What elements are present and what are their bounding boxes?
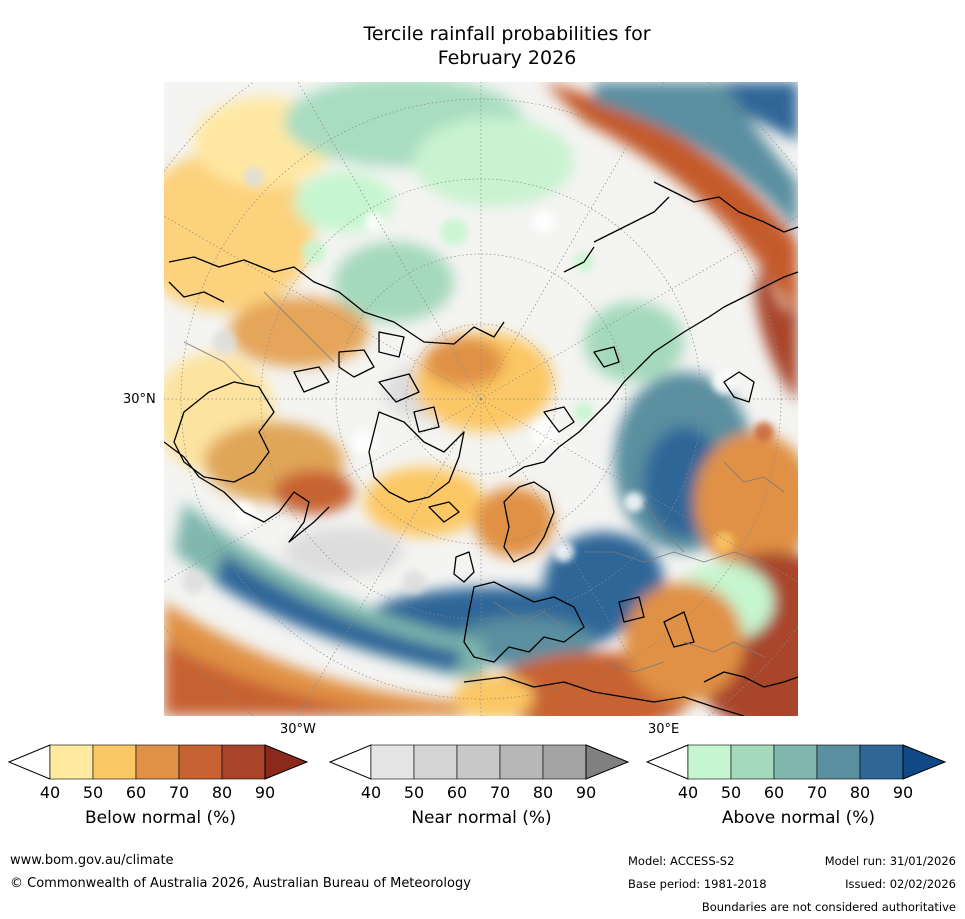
colorbar-near-swatch [499,744,544,780]
colorbar-above-tick: 40 [677,783,699,802]
country-boundaries [183,291,785,673]
colorbar-above-swatch [859,744,904,780]
footer-base-period: Base period: 1981-2018 [628,877,767,891]
colorbar-above-tick: 80 [849,783,871,802]
colorbar-near-high-extend [585,744,630,780]
colorbar-above-low-extend [645,744,689,780]
colorbar-above-swatch [730,744,775,780]
colorbar-below-swatch [135,744,180,780]
graticule [164,82,798,716]
colorbar-above-tick: 90 [892,783,914,802]
colorbar-below-swatch [92,744,137,780]
lon-label-30w: 30°W [280,722,316,737]
colorbar-above-tick: 60 [763,783,785,802]
colorbar-near-tick: 90 [575,783,597,802]
colorbar-below-tick: 90 [254,783,276,802]
colorbar-below-tick: 70 [168,783,190,802]
colorbar-below-tick: 80 [211,783,233,802]
colorbar-above-high-extend [902,744,947,780]
colorbar-below-tick: 50 [82,783,104,802]
lat-label-30n: 30°N [123,392,156,407]
footer-disclaimer: Boundaries are not considered authoritat… [701,900,956,914]
footer-model-run: Model run: 31/01/2026 [824,854,956,868]
polar-probability-map [164,82,798,716]
colorbar-near-tick: 40 [360,783,382,802]
colorbar-below-high-extend [264,744,309,780]
colorbar-label-below: Below normal (%) [85,808,236,828]
colorbar-below-low-extend [7,744,51,780]
colorbar-near-swatch [413,744,458,780]
title-line-2: February 2026 [437,47,577,69]
footer-copyright: © Commonwealth of Australia 2026, Austra… [10,876,471,891]
colorbar-below-swatch [178,744,223,780]
title-line-1: Tercile rainfall probabilities for [363,23,651,45]
colorbar-below-swatch [221,744,266,780]
colorbar-above-normal [645,743,951,785]
coastlines [164,181,798,716]
colorbar-label-near: Near normal (%) [411,808,552,828]
lon-label-30e: 30°E [648,722,680,737]
footer-model: Model: ACCESS-S2 [628,854,735,868]
colorbar-near-tick: 80 [532,783,554,802]
footer-url: www.bom.gov.au/climate [10,853,174,868]
colorbar-below-tick: 40 [39,783,61,802]
colorbar-near-swatch [542,744,587,780]
colorbar-below-swatch [49,744,94,780]
colorbar-below-normal [7,743,313,785]
colorbar-near-tick: 50 [403,783,425,802]
colorbar-above-tick: 50 [720,783,742,802]
colorbar-above-swatch [687,744,732,780]
footer-issued: Issued: 02/02/2026 [845,877,956,891]
colorbar-near-normal [328,743,634,785]
colorbar-near-tick: 70 [489,783,511,802]
colorbar-near-swatch [456,744,501,780]
colorbar-above-swatch [773,744,818,780]
colorbar-above-tick: 70 [806,783,828,802]
colorbar-below-tick: 60 [125,783,147,802]
colorbar-near-low-extend [328,744,372,780]
colorbar-near-swatch [370,744,415,780]
colorbar-above-swatch [816,744,861,780]
colorbar-label-above: Above normal (%) [721,808,876,828]
colorbar-near-tick: 60 [446,783,468,802]
chart-title: Tercile rainfall probabilities for Febru… [307,22,707,70]
